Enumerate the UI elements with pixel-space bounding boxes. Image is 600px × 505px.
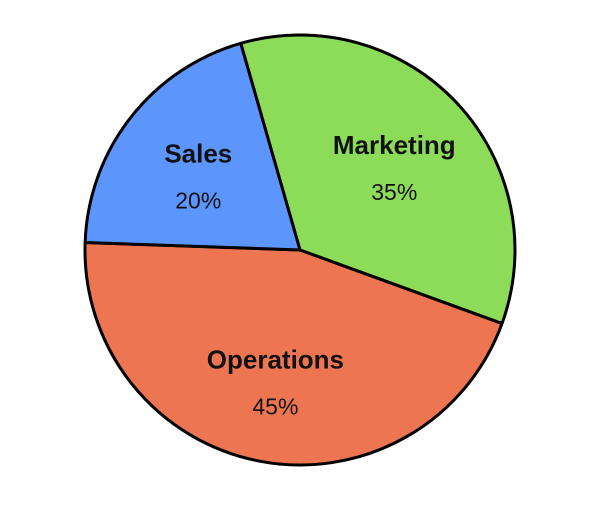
pie-slice-marketing — [239, 33, 517, 326]
slice-label-sales: Sales — [164, 139, 232, 169]
pie-slice-sales — [83, 41, 302, 252]
slice-label-marketing: Marketing — [333, 130, 456, 160]
slice-value-marketing: 35% — [371, 179, 417, 205]
slice-value-sales: 20% — [175, 188, 221, 214]
pie-labels: Marketing 35% Operations 45% Sales 20% — [164, 130, 455, 420]
slice-label-operations: Operations — [207, 345, 344, 375]
pie-slices — [83, 33, 517, 467]
pie-slice-operations — [83, 241, 504, 467]
slice-value-operations: 45% — [252, 394, 298, 420]
